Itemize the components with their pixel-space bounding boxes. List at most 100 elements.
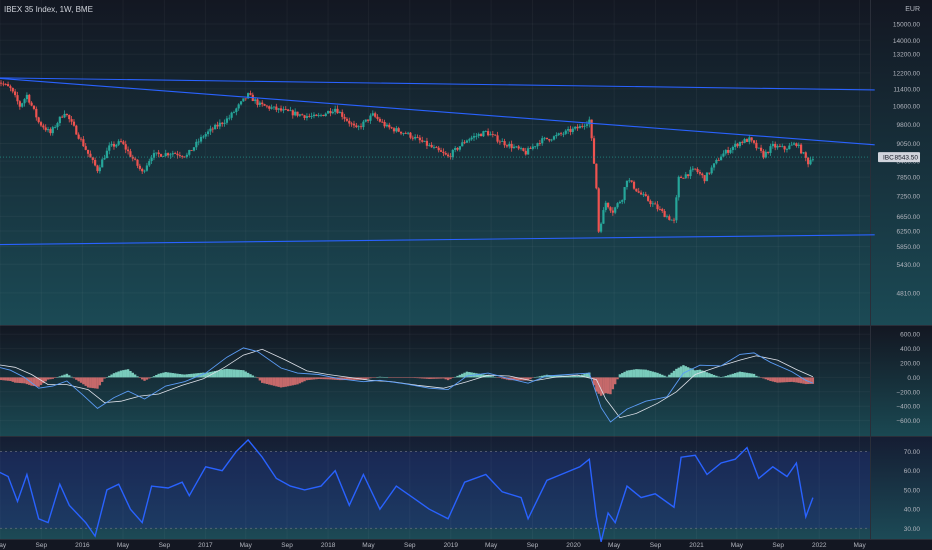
macd-histogram-bar <box>192 373 196 378</box>
macd-histogram-bar <box>489 375 492 378</box>
upper-resistance-line[interactable] <box>0 77 875 146</box>
candle-body <box>729 150 732 153</box>
candle-body <box>564 130 567 134</box>
macd-histogram-bar <box>439 377 443 379</box>
macd-histogram-bar <box>176 373 179 378</box>
candle-body <box>795 143 798 146</box>
candle-body <box>661 209 664 212</box>
candle-body <box>595 163 598 189</box>
macd-histogram-bar <box>326 377 330 380</box>
candle-body <box>145 165 149 171</box>
price-axis-label: 13200.00 <box>893 52 920 59</box>
macd-histogram-bar <box>140 377 144 380</box>
macd-histogram-bar <box>625 370 629 378</box>
macd-histogram-bar <box>526 377 530 381</box>
candle-body <box>350 123 353 125</box>
macd-histogram-bar <box>752 373 756 378</box>
macd-histogram-bar <box>623 371 626 378</box>
macd-histogram-bar <box>437 377 440 379</box>
macd-histogram-bar <box>152 376 156 378</box>
candle-body <box>665 216 669 218</box>
top-channel-line[interactable] <box>0 77 875 91</box>
rsi-layer <box>0 438 814 542</box>
candle-body <box>687 174 690 177</box>
candle-body <box>228 117 231 119</box>
candle-body <box>701 173 704 176</box>
candle-body <box>722 153 725 157</box>
macd-histogram-bar <box>268 377 271 385</box>
macd-histogram-bar <box>795 377 798 383</box>
candle-body <box>430 144 433 148</box>
macd-histogram-bar <box>496 377 499 378</box>
lower-support-line[interactable] <box>0 234 875 246</box>
macd-histogram-bar <box>162 372 165 378</box>
candle-body <box>256 99 259 105</box>
macd-histogram-bar <box>272 377 276 386</box>
price-axis-label: 9050.00 <box>897 141 921 148</box>
macd-histogram-bar <box>378 376 382 378</box>
candle-body <box>602 210 605 224</box>
candle-body <box>115 144 118 147</box>
price-axis-label: 7250.00 <box>897 193 921 200</box>
macd-axis-label: −400.00 <box>896 404 920 411</box>
macd-histogram-bar <box>766 377 770 381</box>
macd-histogram-bar <box>809 377 812 384</box>
candle-body <box>618 201 621 204</box>
candle-body <box>381 121 384 123</box>
candle-body <box>58 116 61 124</box>
macd-histogram-bar <box>701 370 704 378</box>
macd-histogram-bar <box>173 373 177 378</box>
macd-histogram-bar <box>501 377 504 379</box>
macd-histogram-bar <box>286 377 290 387</box>
macd-histogram-bar <box>621 373 624 378</box>
macd-histogram-bar <box>397 377 400 378</box>
macd-histogram-bar <box>383 377 386 378</box>
candle-body <box>519 148 523 149</box>
macd-histogram-bar <box>284 377 287 387</box>
candle-body <box>776 145 779 148</box>
macd-histogram-bar <box>13 377 17 383</box>
candle-body <box>416 136 419 138</box>
macd-histogram-bar <box>430 377 433 379</box>
candle-body <box>369 115 372 121</box>
macd-histogram-bar <box>185 374 189 378</box>
candle-body <box>705 172 709 182</box>
macd-histogram-bar <box>6 377 10 381</box>
candle-body <box>482 131 485 137</box>
macd-histogram-bar <box>588 372 591 378</box>
candle-body <box>592 138 596 164</box>
macd-histogram-bar <box>543 375 546 378</box>
candle-body <box>124 144 127 150</box>
macd-histogram-bar <box>602 377 605 395</box>
candle-body <box>51 127 54 134</box>
macd-histogram-bar <box>498 377 502 378</box>
macd-histogram-bar <box>618 374 622 378</box>
candle-body <box>604 202 607 211</box>
last-price-tag[interactable]: IBC 8543.50 <box>878 152 920 163</box>
macd-histogram-bar <box>204 372 207 378</box>
time-axis-label: May <box>853 542 866 549</box>
candle-body <box>355 125 358 128</box>
macd-histogram-bar <box>802 377 805 384</box>
macd-histogram-bar <box>77 377 80 382</box>
symbol-title[interactable]: IBEX 35 Index, 1W, BME <box>4 5 93 14</box>
macd-histogram-bar <box>778 377 782 383</box>
candle-body <box>781 146 784 148</box>
candle-body <box>4 84 7 85</box>
macd-histogram-bar <box>616 377 619 380</box>
candle-body <box>734 143 737 147</box>
macd-histogram-bar <box>399 377 403 378</box>
candle-body <box>637 191 640 193</box>
candle-body <box>510 143 513 149</box>
price-axis-label: 12200.00 <box>893 70 920 77</box>
candle-body <box>159 154 163 157</box>
candle-body <box>792 143 796 145</box>
macd-histogram-bar <box>566 375 570 378</box>
macd-histogram-bar <box>785 377 789 383</box>
macd-histogram-bar <box>423 377 426 379</box>
trendlines-layer[interactable] <box>0 77 875 246</box>
candle-body <box>126 149 130 152</box>
candle-body <box>741 141 744 143</box>
macd-histogram-bar <box>686 367 690 378</box>
